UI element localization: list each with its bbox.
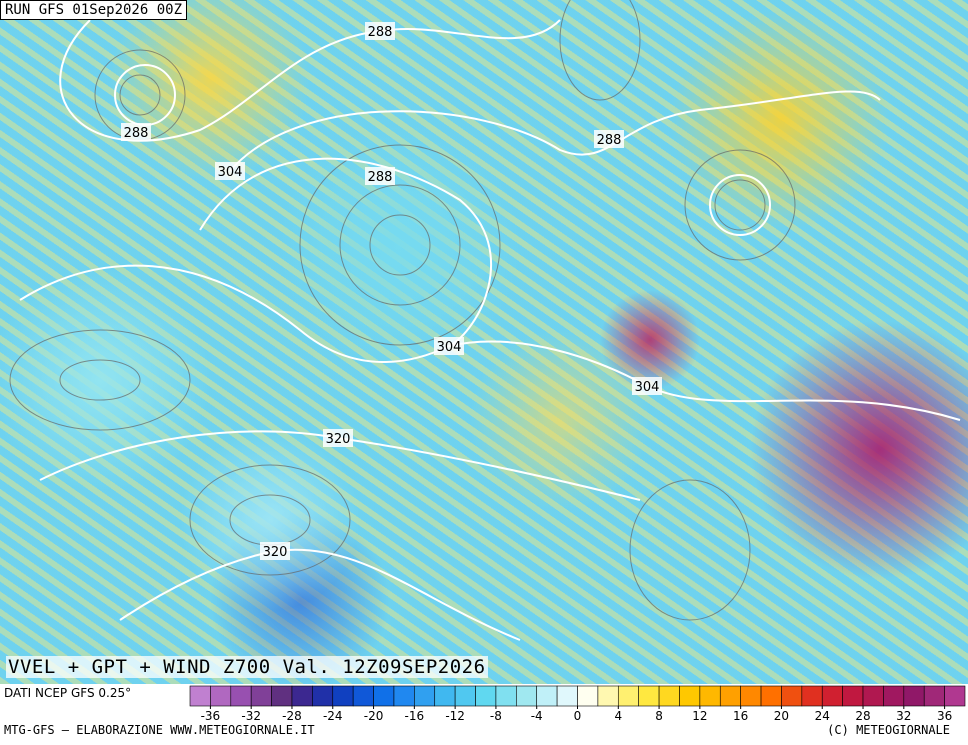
colorbar-tick-label: 16	[733, 709, 748, 723]
colorbar-swatch	[312, 685, 334, 707]
run-label: RUN GFS 01Sep2026 00Z	[0, 0, 188, 20]
colorbar-swatch	[801, 685, 823, 707]
contour-label-bg	[365, 22, 395, 40]
colorbar-swatch	[577, 685, 599, 707]
colorbar-swatch	[740, 685, 762, 707]
weather-map: 288 288 288 288 304 304 304 320 320 RUN GFS 01Se…	[0, 0, 968, 684]
contour-label: 304	[635, 380, 660, 395]
colorbar-swatch	[679, 685, 701, 707]
contour-label: 288	[368, 25, 393, 40]
colorbar-swatch	[454, 685, 476, 707]
colorbar-swatch	[332, 685, 354, 707]
footer-right: (C) METEOGIORNALE	[827, 723, 950, 737]
contours	[19, 19, 961, 641]
colorbar-swatch	[230, 685, 252, 707]
colorbar-tick-label: 20	[774, 709, 789, 723]
colorbar-tick-label: -32	[241, 709, 261, 723]
footer-left: MTG-GFS – ELABORAZIONE WWW.METEOGIORNALE…	[4, 723, 315, 737]
colorbar-tick-label: 0	[574, 709, 582, 723]
colorbar-swatch	[699, 685, 721, 707]
colorbar-swatch	[760, 685, 782, 707]
colorbar-swatch	[516, 685, 538, 707]
contour-label-bg	[632, 377, 662, 395]
colorbar-tick-label: 24	[815, 709, 830, 723]
colorbar-swatch	[862, 685, 884, 707]
colorbar-swatch	[821, 685, 843, 707]
colorbar-swatch	[414, 685, 436, 707]
colorbar: DATI NCEP GFS 0.25° -36 -32 -28 -24 -20 -16 -1…	[4, 685, 966, 723]
colorbar-swatch	[944, 685, 966, 707]
colorbar-tick-label: 4	[614, 709, 622, 723]
colorbar-tick-label: -36	[201, 709, 221, 723]
colorbar-tick-label: 36	[937, 709, 952, 723]
colorbar-swatch	[495, 685, 517, 707]
colorbar-tick-label: -24	[323, 709, 343, 723]
contour-label: 288	[124, 126, 149, 141]
colorbar-tick-label: 12	[692, 709, 707, 723]
colorbar-swatch	[556, 685, 578, 707]
contour-label-bg	[260, 542, 290, 560]
colorbar-tick-label: 32	[896, 709, 911, 723]
data-source: DATI NCEP GFS 0.25°	[4, 686, 131, 700]
map-overlay: 288 288 288 288 304 304 304 320 320	[9, 0, 961, 641]
colorbar-swatch	[658, 685, 680, 707]
colorbar-swatch	[393, 685, 415, 707]
contour-label: 320	[263, 545, 288, 560]
colorbar-tick-label: 8	[655, 709, 663, 723]
contour-label: 320	[326, 432, 351, 447]
colorbar-swatch	[210, 685, 232, 707]
contour-label-bg	[121, 123, 151, 141]
colorbar-tick-label: -4	[531, 709, 543, 723]
contour-label-bg	[215, 162, 245, 180]
colorbar-swatch	[781, 685, 803, 707]
contour-label-bg	[434, 337, 464, 355]
contour-label: 304	[218, 165, 243, 180]
colorbar-swatch	[434, 685, 456, 707]
colorbar-swatch	[903, 685, 925, 707]
colorbar-swatch	[923, 685, 945, 707]
contour-label-bg	[323, 429, 353, 447]
colorbar-swatch	[189, 685, 211, 707]
colorbar-swatch	[719, 685, 741, 707]
colorbar-swatch	[883, 685, 905, 707]
colorbar-swatch	[617, 685, 639, 707]
colorbar-tick-label: -16	[405, 709, 425, 723]
colorbar-swatch	[373, 685, 395, 707]
colorbar-tick-label: -20	[364, 709, 384, 723]
colorbar-swatch	[597, 685, 619, 707]
colorbar-swatch	[842, 685, 864, 707]
contour-label: 304	[437, 340, 462, 355]
streamlines	[9, 0, 796, 621]
map-title: VVEL + GPT + WIND Z700 Val. 12Z09SEP2026	[6, 656, 488, 678]
colorbar-swatch	[352, 685, 374, 707]
contour-label-bg	[365, 167, 395, 185]
colorbar-swatch	[250, 685, 272, 707]
colorbar-tick-label: -8	[490, 709, 502, 723]
contour-label: 288	[597, 133, 622, 148]
colorbar-swatch	[536, 685, 558, 707]
contour-label: 288	[368, 170, 393, 185]
colorbar-swatch	[291, 685, 313, 707]
colorbar-swatch	[638, 685, 660, 707]
colorbar-swatch	[271, 685, 293, 707]
colorbar-tick-label: -28	[282, 709, 302, 723]
contour-labels: 288 288 288 288 304 304 304 320 320	[121, 22, 662, 560]
contour-label-bg	[594, 130, 624, 148]
colorbar-tick-label: 28	[855, 709, 870, 723]
colorbar-tick-label: -12	[445, 709, 465, 723]
colorbar-swatch	[475, 685, 497, 707]
